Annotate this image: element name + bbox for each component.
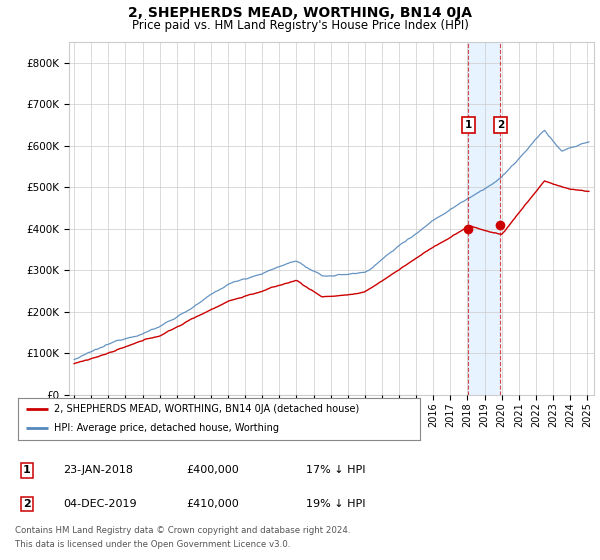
Text: 04-DEC-2019: 04-DEC-2019 (63, 499, 137, 509)
Text: 2, SHEPHERDS MEAD, WORTHING, BN14 0JA: 2, SHEPHERDS MEAD, WORTHING, BN14 0JA (128, 6, 472, 20)
Text: HPI: Average price, detached house, Worthing: HPI: Average price, detached house, Wort… (54, 423, 279, 433)
Text: Price paid vs. HM Land Registry's House Price Index (HPI): Price paid vs. HM Land Registry's House … (131, 19, 469, 32)
Text: 2: 2 (23, 499, 31, 509)
Text: Contains HM Land Registry data © Crown copyright and database right 2024.: Contains HM Land Registry data © Crown c… (15, 526, 350, 535)
Bar (469, 42, 500, 395)
Text: 2, SHEPHERDS MEAD, WORTHING, BN14 0JA (detached house): 2, SHEPHERDS MEAD, WORTHING, BN14 0JA (d… (54, 404, 359, 414)
Text: 2: 2 (497, 120, 504, 130)
Text: 1: 1 (465, 120, 472, 130)
Text: This data is licensed under the Open Government Licence v3.0.: This data is licensed under the Open Gov… (15, 540, 290, 549)
Text: 19% ↓ HPI: 19% ↓ HPI (306, 499, 365, 509)
Text: £410,000: £410,000 (186, 499, 239, 509)
Text: 17% ↓ HPI: 17% ↓ HPI (306, 465, 365, 475)
Text: 1: 1 (23, 465, 31, 475)
Text: £400,000: £400,000 (186, 465, 239, 475)
Text: 23-JAN-2018: 23-JAN-2018 (63, 465, 133, 475)
